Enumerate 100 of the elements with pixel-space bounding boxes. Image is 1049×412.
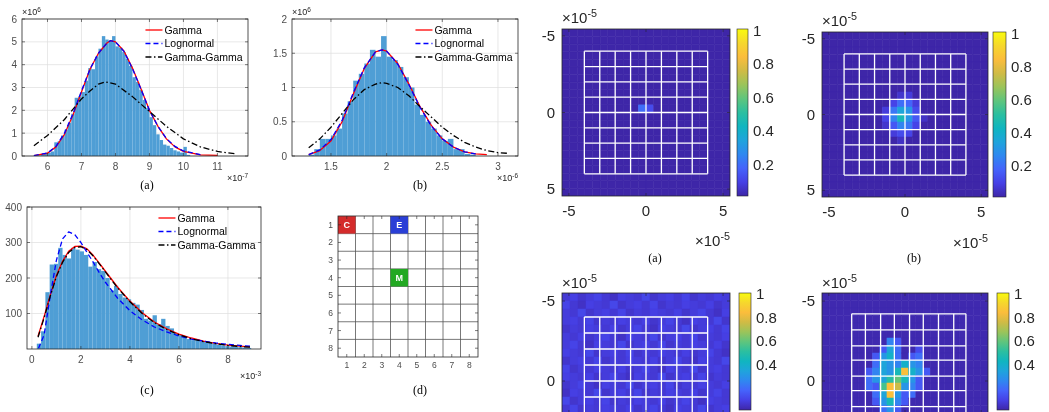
text: (b)	[907, 251, 921, 265]
y-tick-label: 6	[11, 13, 18, 25]
x-tick-label: 2.5	[435, 160, 450, 172]
color-bar-label: 0.2	[1011, 156, 1032, 174]
y-tick-label: 3	[328, 255, 334, 266]
x-tick-label: 3	[495, 160, 502, 172]
text: (a)	[140, 178, 154, 192]
y-tick-label: 6	[328, 307, 334, 318]
y-axis-title: ×10$^{-5}$	[822, 272, 858, 291]
color-bar-label: 0.4	[753, 122, 774, 140]
x-axis-title: ×10$^{-5}$	[952, 232, 988, 251]
color-bar-label: 0.6	[756, 332, 777, 350]
color-bar-label: 1	[753, 21, 762, 39]
color-bar-label: 0.4	[756, 355, 777, 373]
y-tick-label: 0.5	[273, 116, 288, 128]
data-label: E	[396, 220, 403, 231]
legend-label: Gamma	[177, 211, 215, 224]
y-tick-label: 1	[328, 219, 334, 230]
color-bar-label: 0.8	[1011, 57, 1032, 75]
y-tick-label: 1	[11, 127, 18, 139]
x-tick-label: 3	[379, 360, 385, 371]
x-tick-label: 5	[976, 203, 986, 221]
y-tick-label: -5	[801, 30, 815, 48]
x-axis-title: ×10$^{-3}$	[239, 369, 262, 381]
y-tick-label: 200	[5, 272, 23, 284]
y-tick-label: -5	[541, 27, 555, 45]
y-axis-title: ×10$^{6}$	[22, 5, 42, 17]
legend-label: Gamma-Gamma	[177, 238, 256, 251]
y-axis-title: ×10$^{-5}$	[562, 7, 598, 26]
data-label: M	[395, 272, 403, 283]
color-bar-label: 1	[1014, 285, 1023, 303]
y-tick-label: 400	[5, 201, 23, 213]
y-tick-label: 0	[806, 105, 815, 123]
x-tick-label: 0	[29, 353, 36, 365]
x-tick-label: 4	[127, 353, 134, 365]
color-bar-label: 1	[756, 285, 765, 303]
color-bar-label: 0.6	[1014, 332, 1035, 350]
x-tick-label: 6	[176, 353, 183, 365]
y-tick-label: 3	[11, 82, 18, 93]
x-tick-label: 9	[146, 160, 153, 172]
legend-label: Lognormal	[434, 37, 485, 50]
text: (c)	[140, 383, 154, 397]
x-tick-label: -5	[562, 202, 576, 220]
y-tick-label: 5	[11, 36, 18, 48]
y-tick-label: 5	[546, 180, 555, 198]
y-tick-label: 4	[328, 272, 334, 283]
legend-label: Gamma	[434, 23, 472, 36]
y-tick-label: 5	[328, 290, 334, 301]
x-tick-label: 10	[177, 160, 190, 172]
y-tick-label: 300	[5, 237, 23, 248]
x-tick-label: 8	[225, 353, 232, 365]
x-tick-label: 5	[414, 360, 420, 371]
x-tick-label: 7	[449, 360, 455, 371]
y-axis-title: ×10$^{-5}$	[822, 10, 858, 29]
y-axis-title: ×10$^{-5}$	[562, 272, 598, 291]
legend-label: Lognormal	[164, 37, 215, 50]
legend-label: Gamma-Gamma	[434, 50, 513, 63]
y-tick-label: 0	[546, 372, 555, 390]
x-tick-label: 2	[361, 360, 367, 371]
y-tick-label: 2	[11, 104, 18, 116]
color-bar-label: 0.2	[753, 155, 774, 173]
x-axis-title: ×10$^{-5}$	[694, 230, 730, 249]
y-tick-label: 4	[11, 59, 18, 71]
y-tick-label: 0	[281, 150, 288, 162]
x-tick-label: 6	[431, 360, 437, 371]
color-bar-label: 0.8	[756, 308, 777, 326]
y-tick-label: 2	[281, 13, 288, 25]
x-tick-label: 6	[44, 160, 51, 172]
x-tick-label: 0	[641, 202, 651, 220]
x-axis-title: ×10$^{-6}$	[496, 171, 519, 183]
x-axis-title: ×10$^{-7}$	[226, 171, 249, 183]
x-tick-label: 4	[396, 360, 402, 371]
y-tick-label: 1.5	[273, 47, 288, 59]
text: (b)	[413, 178, 427, 192]
legend-label: Lognormal	[177, 225, 228, 238]
x-tick-label: 2	[78, 353, 85, 365]
color-bar-label: 1	[1011, 24, 1020, 42]
x-tick-label: 8	[466, 360, 472, 371]
y-tick-label: 1	[281, 82, 288, 93]
y-tick-label: -5	[541, 292, 555, 310]
y-tick-label: 0	[806, 372, 815, 390]
y-tick-label: 8	[328, 343, 334, 354]
x-tick-label: 1	[344, 360, 350, 371]
y-tick-label: 0	[546, 103, 555, 121]
text: (d)	[413, 383, 427, 397]
x-tick-label: 11	[212, 160, 224, 172]
y-tick-label: 7	[328, 325, 334, 336]
color-bar-label: 0.4	[1011, 123, 1032, 141]
x-tick-label: 0	[900, 203, 910, 221]
color-bar-label: 0.6	[1011, 90, 1032, 108]
color-bar-label: 0.8	[753, 55, 774, 73]
x-tick-label: 5	[718, 202, 728, 220]
y-tick-label: 100	[5, 308, 23, 319]
y-tick-label: 0	[11, 150, 18, 162]
data-label: C	[343, 220, 351, 231]
x-tick-label: 7	[78, 160, 85, 172]
legend-label: Gamma-Gamma	[164, 50, 243, 63]
y-tick-label: -5	[801, 292, 815, 310]
x-tick-label: -5	[822, 203, 836, 221]
color-bar-label: 0.4	[1014, 355, 1035, 373]
